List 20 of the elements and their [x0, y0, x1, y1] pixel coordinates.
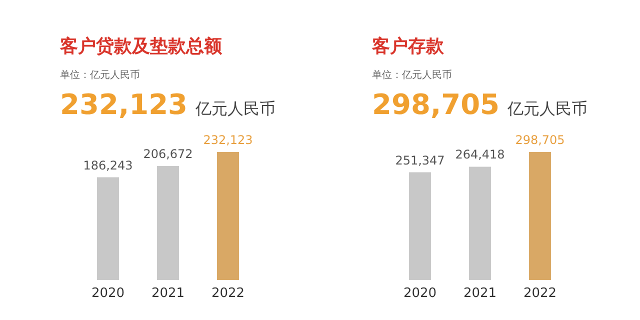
x-tick-label: 2020 — [91, 286, 125, 302]
x-tick-label: 2022 — [523, 286, 557, 302]
text: 232,123 — [60, 88, 188, 121]
text: 单位：亿元人民币 — [60, 68, 140, 82]
text: 亿元人民币 — [196, 99, 276, 118]
text: 单位：亿元人民币 — [372, 68, 452, 82]
data-label: 186,243 — [83, 158, 133, 172]
x-tick-label: 2020 — [403, 286, 437, 302]
chart-title: 客户贷款及垫款总额 — [60, 35, 222, 58]
data-label: 251,347 — [395, 153, 445, 168]
data-label: 264,418 — [455, 148, 505, 162]
x-tick-label: 2022 — [211, 286, 245, 302]
text: 298,705 — [372, 88, 500, 121]
data-label: 206,672 — [143, 147, 193, 162]
x-tick-label: 2021 — [463, 286, 497, 302]
data-label: 298,705 — [515, 133, 565, 147]
x-tick-label: 2021 — [151, 286, 185, 302]
text: 亿元人民币 — [508, 99, 588, 118]
chart-title: 客户存款 — [372, 35, 444, 58]
data-label: 232,123 — [203, 133, 253, 147]
